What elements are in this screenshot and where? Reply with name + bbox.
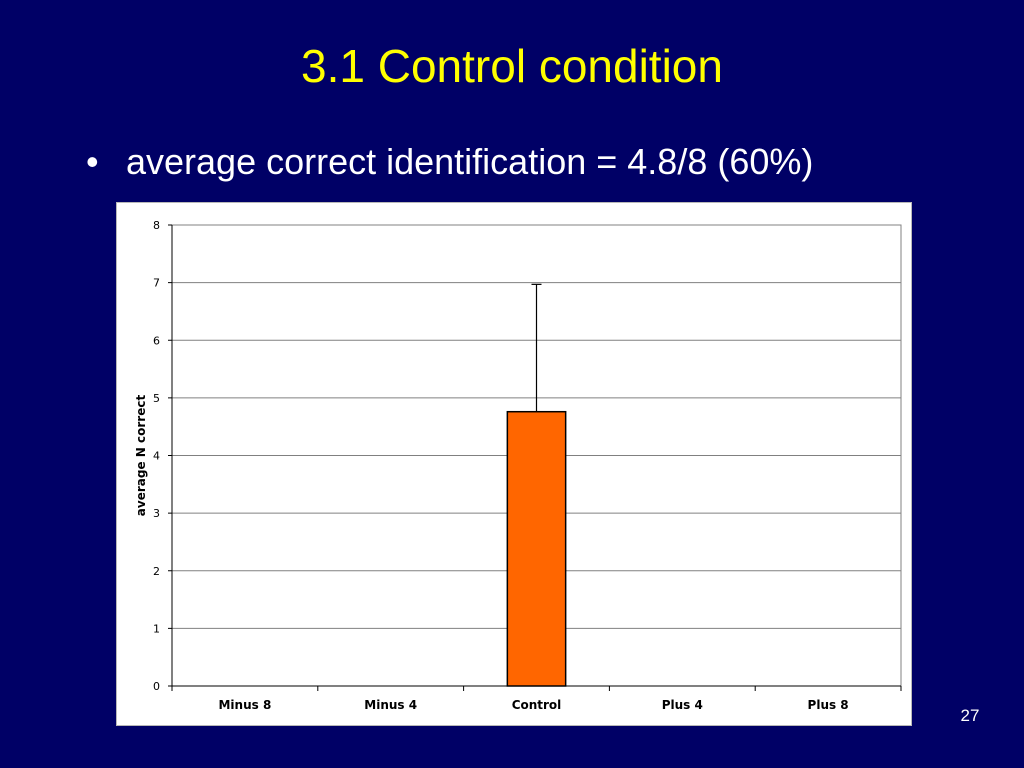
y-tick-label-0: 0 — [153, 680, 160, 693]
x-tick-label-1: Minus 4 — [364, 698, 417, 712]
bar-chart: 0 1 2 3 4 5 6 7 8 Minus 8 Minus 4 Control Plus 4 Plus… — [134, 219, 902, 712]
x-tick-label-4: Plus 8 — [808, 698, 849, 712]
page-number: 27 — [960, 706, 980, 725]
x-tick-label-2: Control — [512, 698, 562, 712]
bullet-marker: • — [86, 141, 99, 182]
slide-title: 3.1 Control condition — [301, 40, 723, 92]
y-tick-label-2: 2 — [153, 565, 160, 578]
x-tick-label-3: Plus 4 — [662, 698, 703, 712]
x-tick-label-0: Minus 8 — [218, 698, 271, 712]
y-tick-label-3: 3 — [153, 507, 160, 520]
y-tick-label-8: 8 — [153, 219, 160, 232]
y-tick-label-7: 7 — [153, 277, 160, 290]
y-tick-label-4: 4 — [153, 450, 160, 463]
chart-panel: 0 1 2 3 4 5 6 7 8 Minus 8 Minus 4 Control Plus 4 Plus… — [116, 202, 912, 726]
bullet-item: • average correct identification = 4.8/8 … — [86, 140, 813, 184]
y-tick-label-1: 1 — [153, 622, 160, 635]
y-tick-label-6: 6 — [153, 334, 160, 347]
y-axis-label: average N correct — [134, 395, 148, 517]
bullet-text: average correct identification = 4.8/8 (… — [126, 141, 814, 182]
bar-2 — [506, 410, 567, 687]
y-tick-label-5: 5 — [153, 392, 160, 405]
